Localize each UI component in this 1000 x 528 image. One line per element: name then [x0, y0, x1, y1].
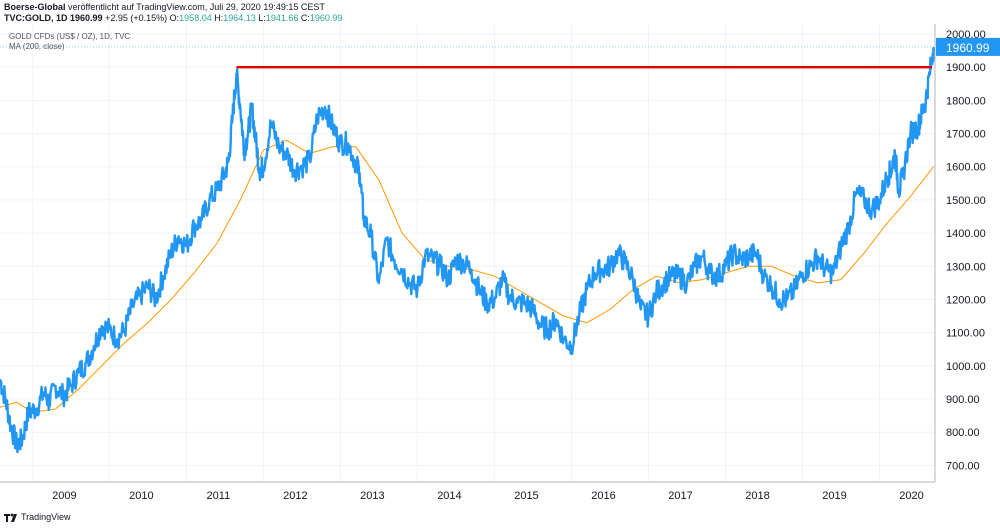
- x-tick-label: 2016: [591, 490, 615, 502]
- y-tick-label: 1700.00: [946, 129, 986, 141]
- y-tick-label: 700.00: [946, 460, 980, 472]
- last-price: 1960.99: [70, 13, 103, 23]
- legend-series[interactable]: GOLD CFDs (US$ / OZ), 1D, TVC: [9, 32, 131, 41]
- x-tick-label: 2014: [437, 490, 461, 502]
- close-label: C:: [300, 13, 310, 23]
- x-tick-label: 2019: [822, 490, 846, 502]
- y-tick-label: 1300.00: [946, 261, 986, 273]
- x-tick-label: 2015: [514, 490, 538, 502]
- low-label: L:: [258, 13, 266, 23]
- high-label: H:: [214, 13, 224, 23]
- y-tick-label: 1500.00: [946, 195, 986, 207]
- low-value: 1941.66: [265, 13, 299, 23]
- y-tick-label: 1100.00: [946, 328, 985, 340]
- x-tick-label: 2020: [899, 490, 923, 502]
- y-tick-label: 800.00: [946, 427, 980, 439]
- x-tick-label: 2010: [129, 490, 153, 502]
- x-tick-label: 2018: [745, 490, 769, 502]
- last-price-tag: [936, 37, 1000, 56]
- price-change: +2.95 (+0.15%): [105, 13, 168, 23]
- author-name[interactable]: Boerse-Global: [4, 2, 66, 12]
- close-value: 1960.99: [309, 13, 343, 23]
- legend-ma[interactable]: MA (200, close): [9, 42, 65, 51]
- y-tick-label: 2000.00: [946, 29, 986, 41]
- publisher-line: Boerse-Global veröffentlicht auf Trading…: [4, 2, 325, 13]
- high-value: 1964.13: [223, 13, 256, 23]
- tradingview-brand[interactable]: TradingView: [4, 511, 71, 523]
- y-tick-label: 1600.00: [946, 162, 986, 174]
- x-tick-label: 2009: [52, 490, 76, 502]
- x-tick-label: 2017: [668, 490, 692, 502]
- y-tick-label: 900.00: [946, 394, 980, 406]
- y-tick-label: 1200.00: [946, 294, 986, 306]
- y-tick-label: 1400.00: [946, 228, 986, 240]
- publish-info: veröffentlicht auf TradingView.com, Juli…: [68, 2, 325, 12]
- ma-200-line: [0, 139, 934, 413]
- symbol-name: TVC:GOLD, 1D: [4, 13, 68, 23]
- price-chart[interactable]: 700.00 800.00 900.00 1000.00 1100.00 1200.00 1…: [0, 24, 1000, 510]
- last-price-tag-label: 1960.99: [946, 41, 990, 55]
- x-tick-label: 2013: [360, 490, 384, 502]
- y-tick-label: 1000.00: [946, 361, 986, 373]
- gold-price-line: [0, 47, 935, 454]
- chart-legend: GOLD CFDs (US$ / OZ), 1D, TVC MA (200, c…: [9, 32, 130, 52]
- tradingview-label: TradingView: [21, 512, 71, 522]
- y-tick-label: 1800.00: [946, 95, 986, 107]
- tradingview-logo-icon: [4, 513, 17, 522]
- x-tick-label: 2011: [207, 490, 231, 502]
- y-tick-label: 1900.00: [946, 62, 986, 74]
- symbol-line: TVC:GOLD, 1D 1960.99 +2.95 (+0.15%) O:19…: [4, 13, 342, 24]
- open-value: 1958.04: [179, 13, 212, 23]
- open-label: O:: [169, 13, 180, 23]
- x-tick-label: 2012: [283, 490, 307, 502]
